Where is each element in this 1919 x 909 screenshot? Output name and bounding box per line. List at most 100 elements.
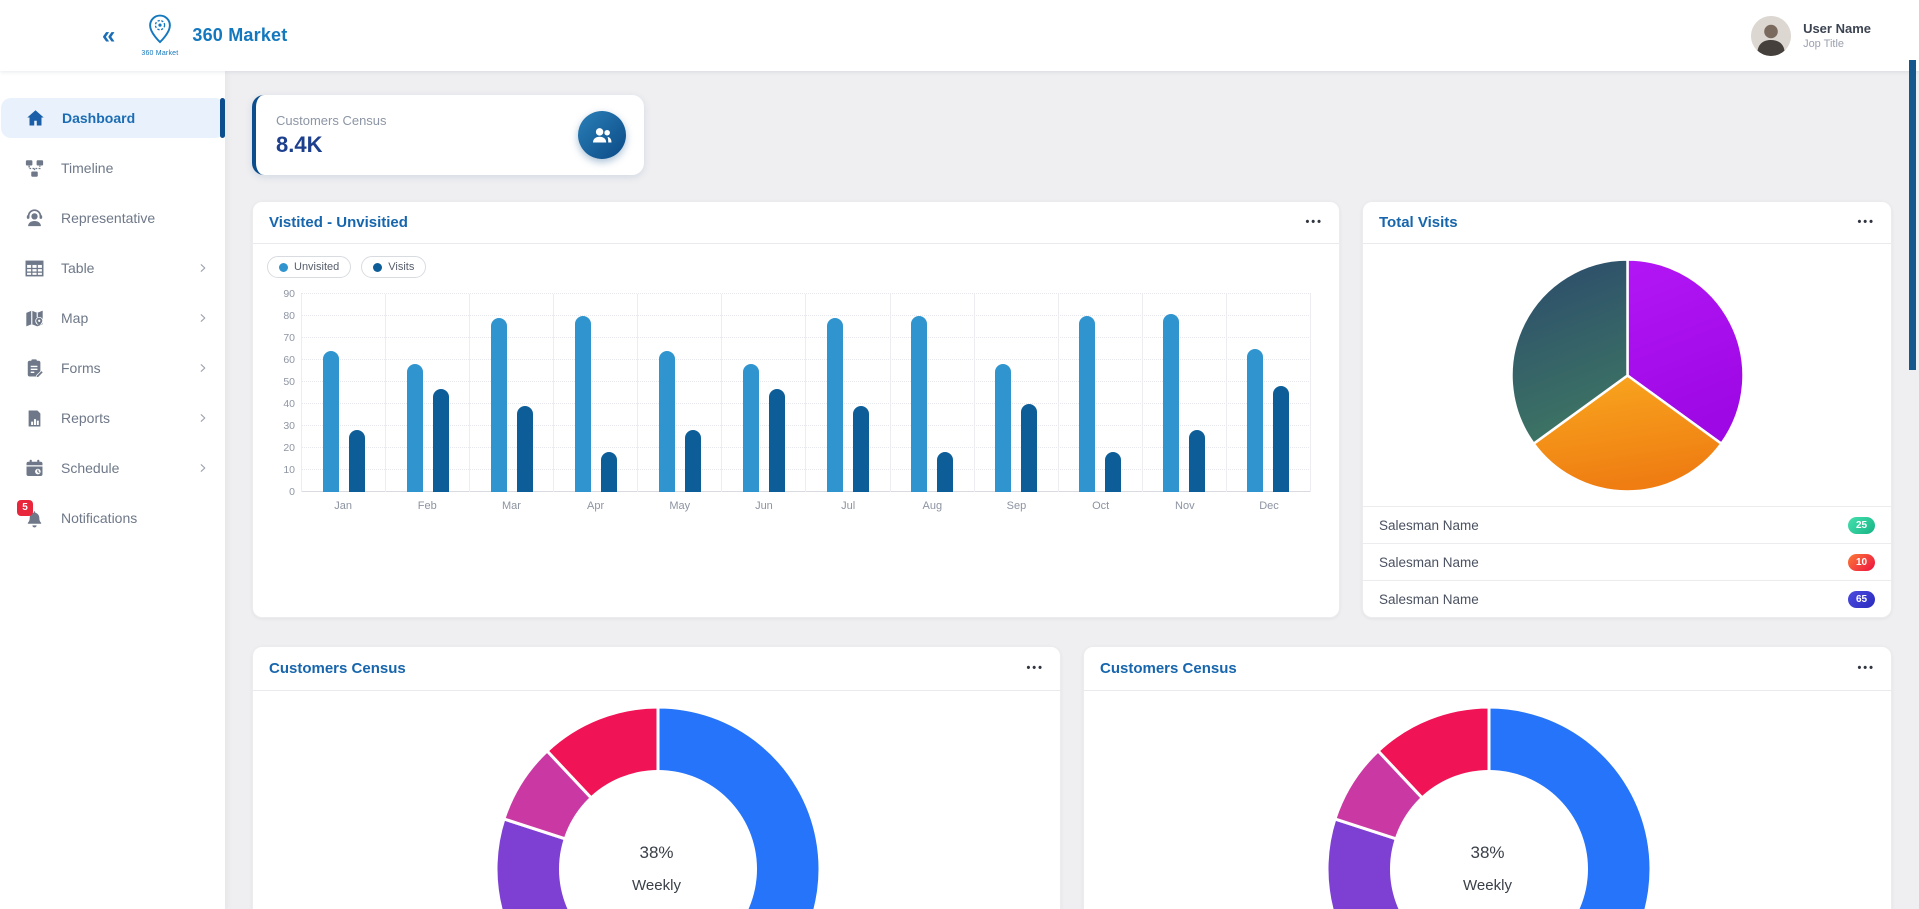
card-title: Vistited - Unvisitied (269, 214, 408, 231)
sidebar-item-notifications[interactable]: 5 Notifications (0, 498, 225, 538)
user-menu[interactable]: User Name Jop Title (1751, 15, 1871, 56)
bar-visits-nov (1189, 430, 1206, 492)
bell-icon: 5 (17, 499, 45, 529)
bar-unvisited-oct (1079, 316, 1096, 492)
map-icon (24, 308, 45, 329)
bar-unvisited-feb (406, 364, 423, 492)
bar-visits-mar (516, 406, 533, 492)
salesman-row-3[interactable]: Salesman Name 65 (1363, 580, 1891, 617)
scrollbar-thumb[interactable] (1909, 60, 1916, 370)
schedule-icon (24, 458, 45, 479)
y-axis-tick-label: 30 (283, 420, 295, 433)
sidebar-item-label: Map (61, 310, 89, 326)
bar-visits-jan (348, 430, 365, 492)
home-icon (25, 108, 46, 129)
bar-unvisited-dec (1247, 349, 1264, 492)
legend-item-visits[interactable]: Visits (361, 256, 427, 278)
x-axis-tick-label: Jun (755, 500, 773, 512)
x-axis-tick-label: Jul (841, 500, 856, 512)
salesman-name: Salesman Name (1379, 554, 1479, 570)
customers-census-kpi-card: Customers Census 8.4K (252, 95, 644, 175)
sidebar-item-label: Timeline (61, 160, 114, 176)
total-visits-pie-chart (1363, 244, 1891, 506)
card-menu-button[interactable]: ••• (1305, 216, 1323, 228)
sidebar-item-table[interactable]: Table (0, 248, 225, 288)
sidebar-item-forms[interactable]: Forms (0, 348, 225, 388)
table-icon (24, 258, 45, 279)
card-menu-button[interactable]: ••• (1857, 662, 1875, 674)
x-axis-tick-label: Sep (1006, 500, 1027, 512)
representative-icon (24, 208, 45, 229)
bar-visits-sep (1021, 404, 1038, 492)
sidebar-item-timeline[interactable]: Timeline (0, 148, 225, 188)
sidebar-item-reports[interactable]: Reports (0, 398, 225, 438)
card-title: Customers Census (1100, 660, 1237, 677)
sidebar-item-schedule[interactable]: Schedule (0, 448, 225, 488)
bar-columns (301, 294, 1311, 492)
bar-unvisited-jun (742, 364, 759, 492)
sidebar-item-map[interactable]: Map (0, 298, 225, 338)
bar-visits-feb (432, 388, 449, 492)
y-axis-tick-label: 10 (283, 464, 295, 476)
x-axis-tick-label: Dec (1259, 500, 1279, 512)
bar-unvisited-nov (1163, 313, 1180, 492)
bar-unvisited-jul (827, 318, 843, 492)
salesman-name: Salesman Name (1379, 517, 1479, 533)
bar-group-dec (1225, 294, 1311, 492)
user-job-title: Jop Title (1803, 38, 1845, 50)
visited-unvisited-card: Vistited - Unvisitied ••• Unvisited Visit… (252, 201, 1340, 618)
customers-census-card-right: Customers Census ••• 38% Weekly (1083, 646, 1892, 909)
visited-unvisited-bar-chart: 0 10 20 30 40 50 60 70 80 90 Jan Feb Mar Apr May Jun Jul… (253, 288, 1339, 512)
chevron-right-icon (197, 412, 209, 424)
salesman-row-2[interactable]: Salesman Name 10 (1363, 543, 1891, 580)
chevron-right-icon (197, 362, 209, 374)
x-axis-tick-label: Oct (1092, 500, 1110, 512)
logo-caption: 360 Market (141, 50, 179, 57)
customers-census-donut-chart: 38% Weekly (492, 703, 822, 909)
bar-group-aug (889, 294, 974, 492)
bar-visits-aug (937, 452, 954, 492)
salesman-row-1[interactable]: Salesman Name 25 (1363, 506, 1891, 543)
chevron-right-icon (197, 262, 209, 274)
bar-chart-grid: 0 10 20 30 40 50 60 70 80 90 (283, 288, 1311, 498)
user-name: User Name (1803, 21, 1871, 36)
sidebar-item-dashboard[interactable]: Dashboard (1, 98, 225, 138)
y-axis-tick-label: 70 (283, 332, 295, 344)
legend-dot (279, 262, 288, 272)
bar-visits-oct (1105, 452, 1122, 492)
x-axis-tick-label: Feb (417, 500, 437, 512)
legend-dot (373, 262, 383, 272)
bar-group-sep (973, 294, 1058, 492)
y-axis-tick-label: 90 (283, 288, 295, 300)
notification-count-badge: 5 (17, 499, 33, 516)
legend-item-unvisited[interactable]: Unvisited (267, 256, 352, 278)
users-icon (578, 111, 626, 159)
card-menu-button[interactable]: ••• (1026, 662, 1044, 674)
gridline (301, 293, 1311, 294)
y-axis-tick-label: 0 (289, 486, 295, 498)
bar-group-may (637, 294, 721, 492)
bar-group-jul (805, 294, 889, 492)
user-avatar (1751, 15, 1792, 56)
bar-group-apr (553, 294, 637, 492)
timeline-icon (24, 158, 45, 179)
y-axis-tick-label: 20 (283, 442, 295, 454)
bar-visits-apr (600, 452, 617, 492)
bar-group-nov (1141, 294, 1226, 492)
sidebar-collapse-button[interactable]: « (102, 21, 116, 49)
bar-unvisited-mar (490, 318, 507, 492)
sidebar-item-representative[interactable]: Representative (0, 198, 225, 238)
app-logo: 360 Market (141, 14, 178, 57)
sidebar: Dashboard Timeline Representative Table Map F… (0, 71, 225, 909)
total-visits-card: Total Visits ••• Salesman Name 25 Salesman… (1362, 201, 1892, 618)
x-axis-tick-label: Jan (334, 500, 352, 512)
reports-icon (24, 408, 45, 429)
pie-slice-slate-teal (1509, 257, 1629, 445)
pie-slice-violet (1625, 257, 1745, 445)
sidebar-item-label: Reports (61, 410, 111, 426)
x-axis-tick-label: May (669, 500, 691, 512)
x-axis-tick-label: Nov (1175, 500, 1195, 512)
bar-group-oct (1057, 294, 1142, 492)
forms-icon (24, 358, 45, 379)
card-menu-button[interactable]: ••• (1857, 216, 1875, 228)
